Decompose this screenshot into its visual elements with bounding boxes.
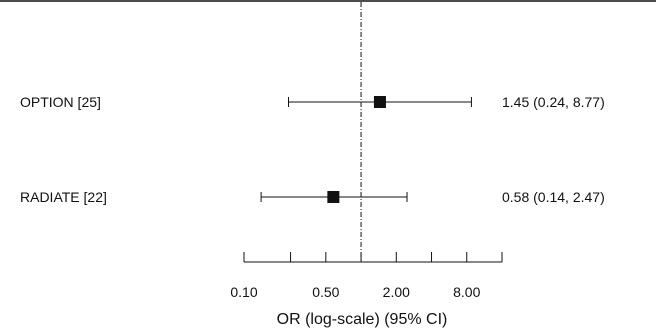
study-row: OPTION [25] 1.45 (0.24, 8.77) [20, 94, 605, 110]
point-estimate-marker [327, 191, 340, 203]
estimate-text: 1.45 (0.24, 8.77) [502, 94, 605, 110]
x-tick-label: 0.50 [312, 284, 339, 300]
study-label: RADIATE [22] [20, 189, 107, 205]
x-tick-label: 8.00 [453, 284, 480, 300]
point-estimate-marker [373, 96, 386, 108]
study-label: OPTION [25] [20, 94, 101, 110]
estimate-text: 0.58 (0.14, 2.47) [502, 189, 605, 205]
x-axis-title: OR (log-scale) (95% CI) [277, 311, 448, 328]
x-tick-label: 0.10 [230, 284, 257, 300]
study-rows: OPTION [25] 1.45 (0.24, 8.77) RADIATE [22]… [20, 94, 605, 205]
x-axis-ticks: 0.10 0.50 2.00 8.00 [230, 252, 503, 300]
x-tick-label: 2.00 [383, 284, 410, 300]
study-row: RADIATE [22] 0.58 (0.14, 2.47) [20, 189, 605, 205]
